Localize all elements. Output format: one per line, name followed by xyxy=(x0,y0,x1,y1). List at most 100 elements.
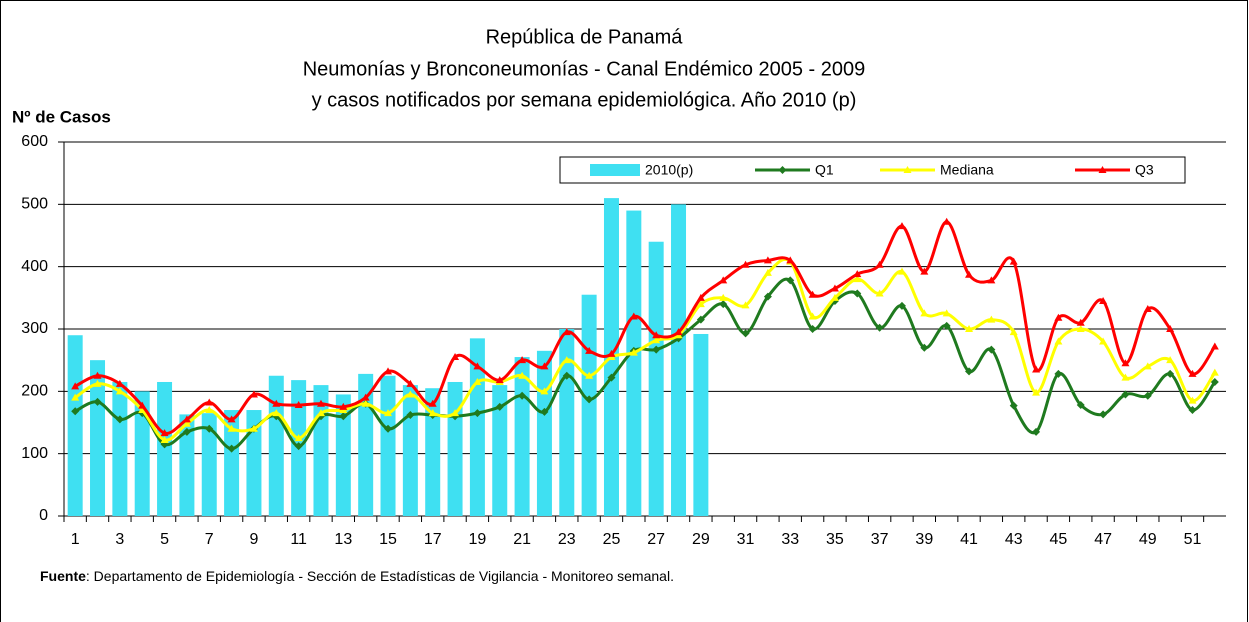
marker xyxy=(987,345,996,354)
marker xyxy=(696,300,705,308)
bar xyxy=(112,381,128,516)
marker xyxy=(741,329,750,338)
marker xyxy=(93,379,102,387)
x-tick-label: 43 xyxy=(1005,531,1023,548)
x-tick-label: 9 xyxy=(249,531,258,548)
marker xyxy=(272,409,281,417)
bar xyxy=(671,204,687,517)
x-tick-label: 33 xyxy=(781,531,799,548)
marker xyxy=(562,371,571,380)
marker xyxy=(652,331,661,339)
marker xyxy=(1121,373,1130,381)
x-tick-label: 25 xyxy=(603,531,621,548)
marker xyxy=(115,387,124,395)
marker xyxy=(406,379,415,387)
marker xyxy=(920,343,929,352)
marker xyxy=(629,312,638,320)
marker xyxy=(987,276,996,284)
marker xyxy=(518,371,527,379)
marker xyxy=(518,356,527,364)
marker xyxy=(853,289,862,298)
marker xyxy=(987,315,996,323)
marker xyxy=(1143,362,1152,370)
marker xyxy=(473,377,482,385)
marker xyxy=(495,376,504,384)
bar xyxy=(492,385,508,516)
marker xyxy=(249,424,258,432)
marker xyxy=(652,345,661,354)
chart-subtitle: y casos notificados por semana epidemiol… xyxy=(312,89,857,111)
marker xyxy=(384,424,393,433)
bar xyxy=(581,294,597,516)
y-tick-label: 500 xyxy=(21,196,48,213)
x-tick-label: 17 xyxy=(424,531,442,548)
marker xyxy=(406,390,415,398)
marker xyxy=(696,293,705,301)
marker xyxy=(875,289,884,297)
marker xyxy=(965,367,974,376)
marker xyxy=(585,371,594,379)
bar xyxy=(447,381,463,516)
marker xyxy=(361,393,370,401)
marker xyxy=(808,312,817,320)
bar xyxy=(246,410,262,516)
marker xyxy=(1032,388,1041,396)
marker xyxy=(249,390,258,398)
marker xyxy=(562,328,571,336)
marker xyxy=(875,323,884,332)
marker xyxy=(205,398,214,406)
marker xyxy=(585,346,594,354)
legend-label: Mediana xyxy=(940,162,994,178)
marker xyxy=(339,402,348,410)
bar xyxy=(380,375,396,516)
bar xyxy=(335,394,351,516)
chart-subtitle: Neumonías y Bronconeumonías - Canal Endé… xyxy=(303,58,866,80)
marker xyxy=(1121,390,1130,399)
bar xyxy=(425,388,441,516)
marker xyxy=(897,301,906,310)
y-tick-label: 100 xyxy=(21,445,48,462)
marker xyxy=(294,434,303,442)
marker xyxy=(1009,328,1018,336)
marker xyxy=(741,260,750,268)
marker xyxy=(696,315,705,324)
bar xyxy=(134,391,150,516)
marker xyxy=(607,373,616,382)
x-tick-label: 15 xyxy=(379,531,397,548)
x-tick-label: 27 xyxy=(647,531,665,548)
marker xyxy=(1099,296,1108,304)
marker xyxy=(920,309,929,317)
marker xyxy=(71,407,80,416)
source-label: Fuente xyxy=(40,568,86,584)
chart-title: República de Panamá xyxy=(486,26,684,48)
marker xyxy=(540,387,549,395)
legend-label: 2010(p) xyxy=(645,162,693,178)
x-tick-label: 35 xyxy=(826,531,844,548)
marker xyxy=(763,292,772,301)
marker xyxy=(853,270,862,278)
marker xyxy=(607,349,616,357)
legend-swatch xyxy=(590,164,640,176)
marker xyxy=(629,348,638,356)
marker xyxy=(428,409,437,417)
x-tick-label: 3 xyxy=(115,531,124,548)
marker xyxy=(965,270,974,278)
marker xyxy=(942,321,951,330)
marker xyxy=(1210,342,1219,350)
x-tick-label: 7 xyxy=(205,531,214,548)
marker xyxy=(1009,257,1018,265)
marker xyxy=(1009,401,1018,410)
marker xyxy=(316,399,325,407)
source-text: : Departamento de Epidemiología - Secció… xyxy=(86,568,674,584)
marker xyxy=(1054,313,1063,321)
marker xyxy=(361,399,370,407)
x-tick-label: 47 xyxy=(1094,531,1112,548)
marker xyxy=(451,409,460,417)
marker xyxy=(182,419,191,427)
marker xyxy=(897,267,906,275)
marker xyxy=(1166,369,1175,378)
marker xyxy=(1076,325,1085,332)
marker xyxy=(294,442,303,451)
marker xyxy=(473,362,482,370)
